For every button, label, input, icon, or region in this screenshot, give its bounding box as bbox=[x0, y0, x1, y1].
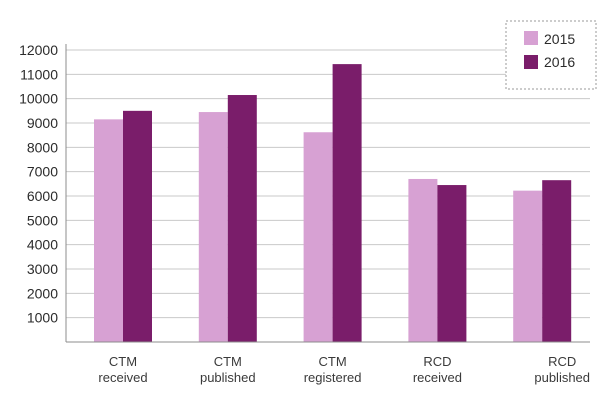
bar-2015-ctm-received bbox=[94, 119, 123, 342]
bar-2015-ctm-registered bbox=[303, 132, 333, 342]
x-tick-label: RCD published bbox=[534, 354, 590, 385]
y-tick-label: 6000 bbox=[27, 188, 58, 204]
legend: 2015 2016 bbox=[505, 20, 597, 90]
x-tick-label-line: RCD bbox=[548, 354, 576, 369]
y-tick-label: 12000 bbox=[19, 42, 58, 58]
y-tick-label: 1000 bbox=[27, 310, 58, 326]
x-tick-label-line: CTM bbox=[109, 354, 137, 369]
x-tick-label: CTM published bbox=[200, 354, 256, 385]
legend-box bbox=[505, 20, 597, 90]
x-tick-label-line: registered bbox=[304, 370, 362, 385]
bar-2016-rcd-published bbox=[542, 180, 572, 342]
x-tick-label: CTM registered bbox=[304, 354, 362, 385]
bar-2016-ctm-registered bbox=[332, 64, 362, 342]
x-tick-label-line: CTM bbox=[214, 354, 242, 369]
x-tick-label-line: received bbox=[98, 370, 147, 385]
bar-2015-rcd-published bbox=[513, 190, 543, 342]
x-tick-label-line: RCD bbox=[423, 354, 451, 369]
y-tick-label: 7000 bbox=[27, 164, 58, 180]
y-tick-label: 11000 bbox=[20, 66, 58, 82]
x-tick-label-line: published bbox=[534, 370, 590, 385]
y-tick-label: 2000 bbox=[27, 285, 58, 301]
legend-swatch-2015 bbox=[524, 31, 538, 45]
y-tick-label: 8000 bbox=[27, 139, 58, 155]
bar-2015-rcd-received bbox=[408, 178, 438, 342]
y-tick-label: 4000 bbox=[27, 237, 58, 253]
x-tick-label: RCD received bbox=[413, 354, 462, 385]
bars bbox=[94, 64, 572, 343]
bar-2016-rcd-received bbox=[437, 185, 467, 342]
y-tick-label: 9000 bbox=[27, 115, 58, 131]
x-tick-label-line: received bbox=[413, 370, 462, 385]
y-tick-label: 3000 bbox=[27, 261, 58, 277]
bar-2016-ctm-published bbox=[227, 95, 257, 343]
bar-2015-ctm-published bbox=[198, 112, 228, 342]
x-tick-label: CTM received bbox=[98, 354, 147, 385]
x-tick-label-line: CTM bbox=[319, 354, 347, 369]
legend-swatch-2016 bbox=[524, 55, 538, 69]
y-tick-label: 5000 bbox=[27, 212, 58, 228]
y-tick-label: 10000 bbox=[19, 91, 58, 107]
bar-2016-ctm-received bbox=[123, 110, 152, 342]
legend-label-2015: 2015 bbox=[544, 31, 575, 47]
x-tick-label-line: published bbox=[200, 370, 256, 385]
y-axis: 1000 2000 3000 4000 5000 6000 7000 8000 9000 1000… bbox=[19, 42, 67, 342]
legend-label-2016: 2016 bbox=[544, 54, 575, 70]
